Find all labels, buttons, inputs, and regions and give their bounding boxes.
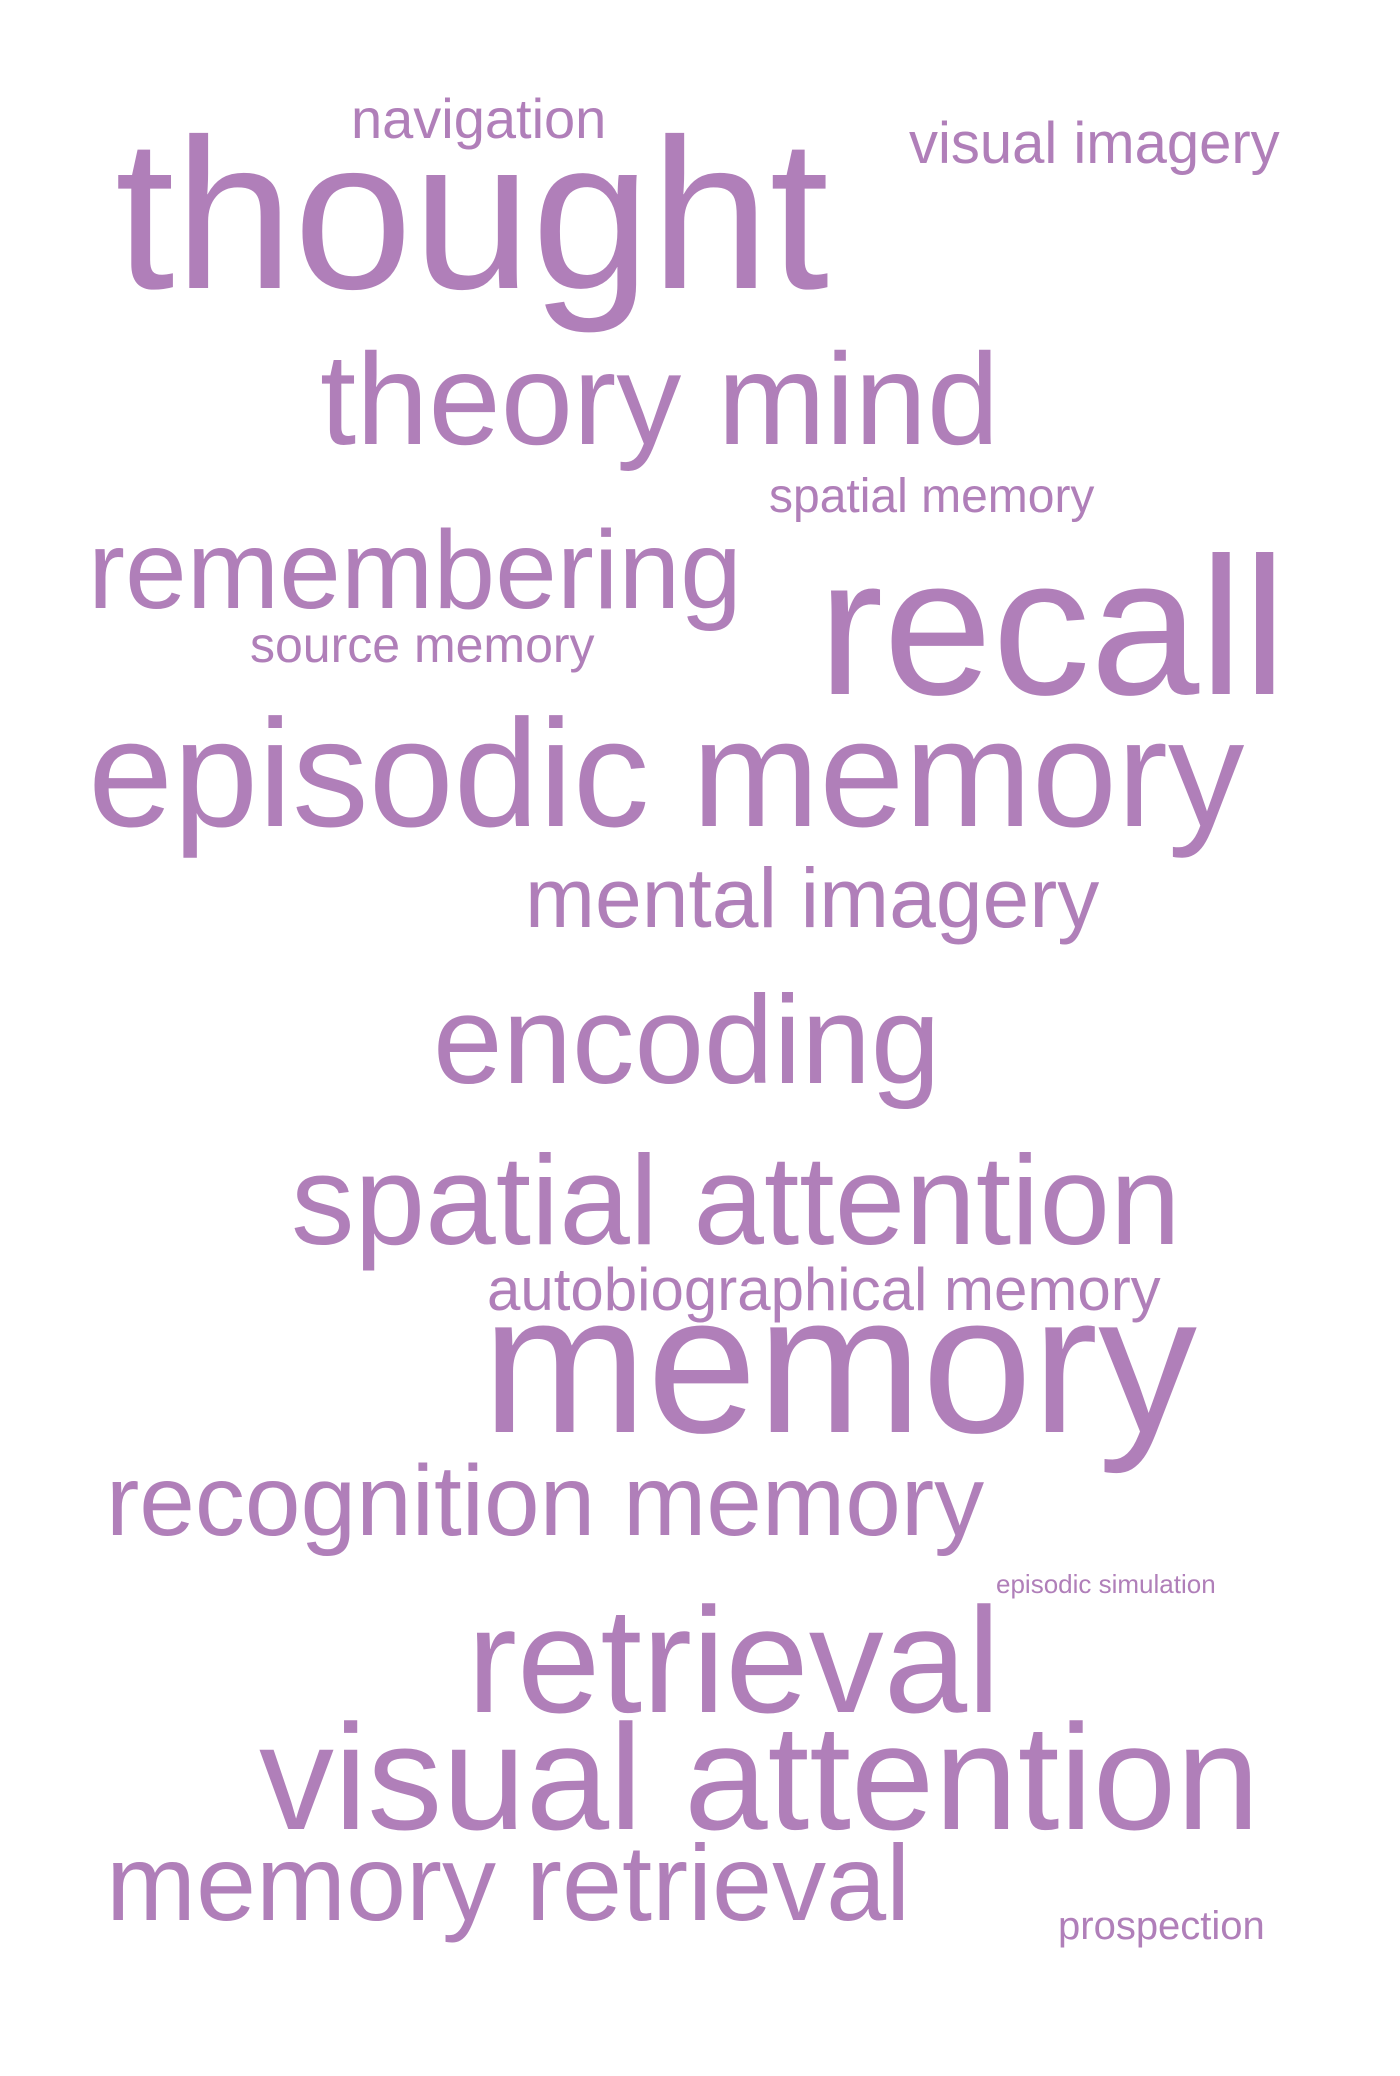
word-remembering: remembering <box>88 508 742 632</box>
word-spatial-attention: spatial attention <box>291 1129 1181 1271</box>
word-encoding: encoding <box>433 971 941 1110</box>
word-episodic-memory: episodic memory <box>88 688 1245 859</box>
word-spatial-memory: spatial memory <box>769 470 1095 523</box>
word-mental-imagery: mental imagery <box>525 851 1100 945</box>
word-recall: recall <box>818 517 1287 736</box>
word-visual-attention: visual attention <box>259 1693 1260 1861</box>
word-thought: thought <box>115 95 829 334</box>
word-theory-mind: theory mind <box>320 326 1000 472</box>
word-autobiographical-memory: autobiographical memory <box>487 1256 1161 1323</box>
word-retrieval: retrieval <box>467 1576 1001 1744</box>
word-episodic-simulation: episodic simulation <box>996 1569 1216 1599</box>
word-recognition-memory: recognition memory <box>106 1445 985 1557</box>
word-prospection: prospection <box>1058 1904 1265 1948</box>
word-memory-retrieval: memory retrieval <box>106 1822 911 1943</box>
word-navigation: navigation <box>351 87 607 150</box>
word-source-memory: source memory <box>250 617 595 673</box>
word-visual-imagery: visual imagery <box>909 111 1280 176</box>
word-memory: memory <box>482 1253 1198 1474</box>
